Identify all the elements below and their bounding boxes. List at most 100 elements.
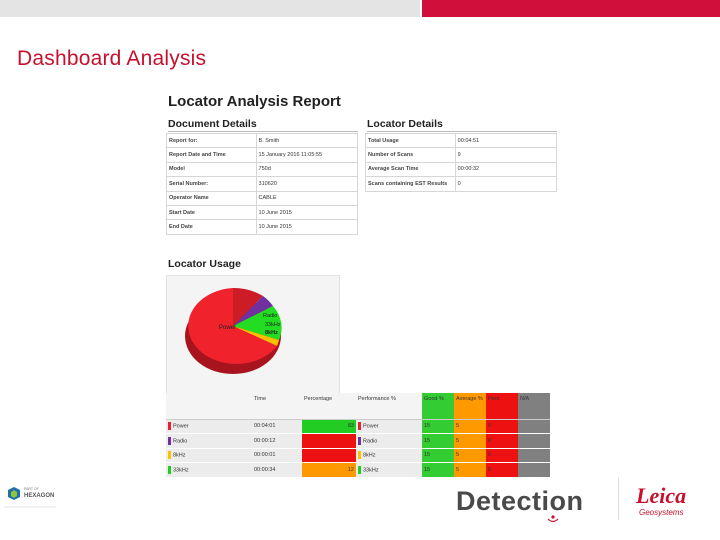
doc-value: 10 June 2015	[255, 204, 359, 221]
locator-details-heading: Locator Details	[367, 118, 557, 132]
usage-poor: 0	[486, 448, 518, 463]
usage-poor: 0	[486, 433, 518, 449]
usage-col-header: Performance %	[356, 393, 422, 420]
doc-row: Operator Name CABLE	[166, 190, 359, 206]
usage-good: 15	[422, 419, 454, 434]
usage-na	[518, 448, 550, 463]
usage-performance-text: Radio	[363, 438, 378, 445]
loc-row: Number of Scans 9	[365, 147, 558, 163]
pie-slice-power	[188, 288, 277, 364]
usage-poor-text: 0	[488, 466, 492, 473]
top-bar-red	[422, 0, 720, 17]
usage-pie-chart: Power Radio 33kHz 8kHz	[185, 287, 282, 374]
doc-label: Operator Name	[166, 190, 257, 206]
usage-good: 15	[422, 448, 454, 463]
usage-average: 5	[454, 462, 486, 478]
svg-text:PART OF: PART OF	[24, 487, 39, 491]
doc-row: End Date 10 June 2015	[166, 219, 359, 235]
usage-na	[518, 419, 550, 434]
usage-name: Power	[166, 419, 252, 434]
pie-slice-33khz	[233, 306, 282, 340]
pie-label-8khz: 8kHz	[265, 330, 278, 336]
usage-col-header: Time	[252, 393, 302, 420]
series-color-swatch	[358, 451, 361, 460]
loc-value: 9	[454, 147, 558, 163]
loc-value: 00:00:32	[454, 161, 558, 178]
usage-name: 33kHz	[166, 462, 252, 478]
usage-time-text: 00:00:01	[254, 452, 276, 459]
hexagon-logo-mark: PART OF HEXAGON	[4, 487, 56, 508]
loc-row: Average Scan Time 00:00:32	[365, 161, 558, 178]
series-color-swatch	[358, 465, 361, 474]
series-color-swatch	[168, 465, 171, 474]
series-color-swatch	[168, 451, 171, 460]
usage-percentage: 83	[302, 419, 356, 434]
doc-row: Report for: B. Smith	[166, 132, 359, 149]
usage-percentage-text: 83	[347, 423, 354, 430]
usage-time-text: 00:00:12	[254, 437, 276, 444]
usage-good: 15	[422, 433, 454, 449]
locator-usage-heading: Locator Usage	[168, 258, 241, 270]
series-color-swatch	[168, 436, 171, 445]
usage-good-text: 15	[424, 466, 431, 473]
usage-name-text: Power	[173, 423, 189, 430]
usage-row: Power 00:04:01 83 Power 15 5 0	[166, 419, 550, 434]
document-details-heading: Document Details	[168, 118, 358, 132]
usage-col-header: Percentage	[302, 393, 356, 420]
usage-average-text: 5	[456, 452, 460, 459]
doc-label: Start Date	[166, 204, 257, 221]
usage-poor-text: 0	[488, 423, 492, 430]
usage-good-text: 15	[424, 423, 431, 430]
usage-time: 00:00:34	[252, 462, 302, 478]
usage-time: 00:00:12	[252, 433, 302, 449]
loc-value: 0	[454, 176, 558, 192]
usage-performance-text: 33kHz	[363, 467, 379, 474]
pie-slice-radio	[233, 296, 273, 326]
usage-time-text: 00:04:01	[254, 423, 276, 430]
usage-table: Time Percentage Performance % Good % Average…	[166, 393, 550, 478]
usage-average-text: 5	[456, 437, 460, 444]
usage-row: Radio 00:00:12 Radio 15 5 0	[166, 433, 550, 449]
pie-label-33khz: 33kHz	[265, 322, 281, 328]
report-image: Locator Analysis Report Document Details…	[164, 90, 564, 478]
usage-col-header: N/A	[518, 393, 550, 420]
usage-performance: 8kHz	[356, 448, 422, 463]
doc-label: End Date	[166, 219, 257, 235]
doc-row: Serial Number: 310620	[166, 176, 359, 192]
usage-performance: Radio	[356, 433, 422, 449]
logo-divider	[618, 478, 619, 520]
loc-value: 00:04:51	[454, 132, 558, 149]
geosystems-wordmark: Geosystems	[639, 508, 683, 517]
usage-time: 00:04:01	[252, 419, 302, 434]
usage-good: 15	[422, 462, 454, 478]
pie-label-power: Power	[219, 325, 236, 331]
series-color-swatch	[358, 436, 361, 445]
pie-slice-top	[233, 287, 263, 326]
usage-performance: 33kHz	[356, 462, 422, 478]
usage-percentage: 12	[302, 462, 356, 478]
doc-value: 15 January 2016 11:05:55	[255, 147, 359, 163]
loc-label: Scans containing EST Results	[365, 176, 456, 192]
loc-label: Number of Scans	[365, 147, 456, 163]
usage-average: 5	[454, 448, 486, 463]
doc-value: 10 June 2015	[255, 219, 359, 235]
leica-wordmark: Leica	[635, 483, 686, 508]
slide-title: Dashboard Analysis	[17, 47, 207, 70]
loc-label: Total Usage	[365, 132, 456, 149]
usage-table-header: Time Percentage Performance % Good % Average…	[166, 393, 550, 420]
doc-label: Serial Number:	[166, 176, 257, 192]
usage-col-header	[166, 393, 252, 420]
hexagon-logo: PART OF HEXAGON	[4, 484, 58, 508]
detection-logo: Detection	[456, 486, 584, 516]
usage-average: 5	[454, 433, 486, 449]
doc-value: CABLE	[255, 190, 359, 206]
loc-row: Scans containing EST Results 0	[365, 176, 558, 192]
doc-value: 310620	[255, 176, 359, 192]
usage-good-text: 15	[424, 437, 431, 444]
top-bar-grey	[0, 0, 420, 17]
usage-row: 8kHz 00:00:01 8kHz 15 5 0	[166, 448, 550, 463]
usage-poor: 0	[486, 419, 518, 434]
report-title: Locator Analysis Report	[168, 93, 341, 110]
usage-percentage-text: 12	[347, 466, 354, 473]
usage-na	[518, 462, 550, 478]
